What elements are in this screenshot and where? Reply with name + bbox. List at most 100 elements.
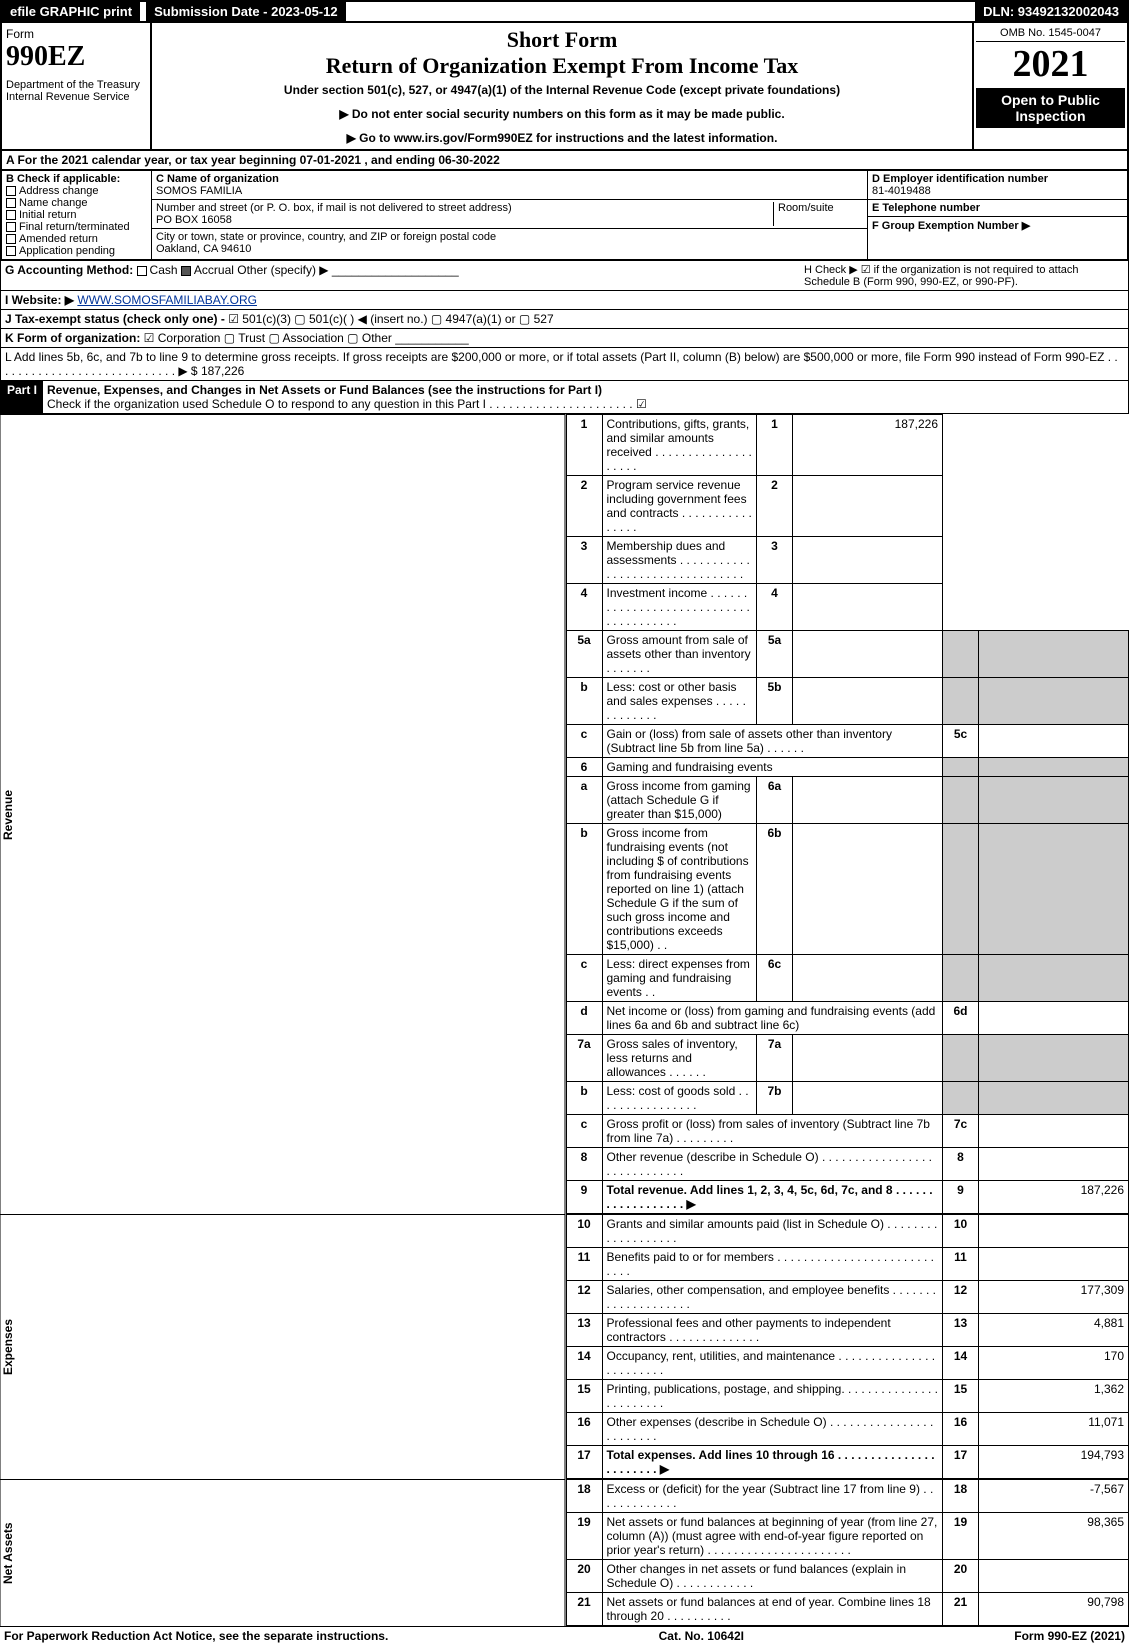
line-7a: 7aGross sales of inventory, less returns… [566, 1035, 1129, 1082]
line-14: 14Occupancy, rent, utilities, and mainte… [566, 1347, 1129, 1380]
title-return: Return of Organization Exempt From Incom… [156, 53, 968, 79]
line-21: 21Net assets or fund balances at end of … [566, 1593, 1129, 1626]
ein-label: D Employer identification number [872, 173, 1048, 185]
check-accrual[interactable] [181, 266, 191, 276]
check-name[interactable]: Name change [6, 197, 147, 209]
check-amended[interactable]: Amended return [6, 233, 147, 245]
org-addr: PO BOX 16058 [156, 214, 232, 226]
line-20: 20Other changes in net assets or fund ba… [566, 1560, 1129, 1593]
check-address[interactable]: Address change [6, 185, 147, 197]
netassets-table: 18Excess or (deficit) for the year (Subt… [566, 1479, 1129, 1626]
section-b-label: B Check if applicable: [6, 173, 147, 185]
header-center: Short Form Return of Organization Exempt… [152, 23, 972, 149]
section-h: H Check ▶ ☑ if the organization is not r… [804, 263, 1124, 288]
line-6: 6Gaming and fundraising events [566, 758, 1129, 777]
section-b: B Check if applicable: Address change Na… [2, 171, 152, 259]
line-12: 12Salaries, other compensation, and empl… [566, 1281, 1129, 1314]
section-c: C Name of organization SOMOS FAMILIA Num… [152, 171, 867, 259]
org-name: SOMOS FAMILIA [156, 185, 242, 197]
line-4: 4Investment income . . . . . . . . . . .… [566, 584, 1129, 631]
website-label: I Website: ▶ [5, 293, 74, 307]
part1-title: Revenue, Expenses, and Changes in Net As… [47, 383, 602, 397]
footer-center: Cat. No. 10642I [659, 1629, 744, 1643]
top-bar: efile GRAPHIC print Submission Date - 20… [0, 0, 1129, 23]
line-10: 10Grants and similar amounts paid (list … [566, 1215, 1129, 1248]
note-ssn: ▶ Do not enter social security numbers o… [156, 107, 968, 121]
inspection-label: Open to Public Inspection [976, 88, 1125, 128]
revenue-block: Revenue 1Contributions, gifts, grants, a… [0, 414, 1129, 1214]
section-e: E Telephone number [868, 200, 1127, 217]
line-17: 17Total expenses. Add lines 10 through 1… [566, 1446, 1129, 1479]
part1-desc: Revenue, Expenses, and Changes in Net As… [43, 381, 651, 413]
line-6c: cLess: direct expenses from gaming and f… [566, 955, 1129, 1002]
org-city: Oakland, CA 94610 [156, 243, 251, 255]
header-left: Form 990EZ Department of the Treasury In… [2, 23, 152, 149]
section-g: G Accounting Method: Cash Accrual Other … [5, 263, 459, 288]
section-a: A For the 2021 calendar year, or tax yea… [0, 151, 1129, 171]
line-5c: cGain or (loss) from sale of assets othe… [566, 725, 1129, 758]
section-i: I Website: ▶ WWW.SOMOSFAMILIABAY.ORG [0, 291, 1129, 310]
line-15: 15Printing, publications, postage, and s… [566, 1380, 1129, 1413]
accounting-label: G Accounting Method: [5, 263, 133, 277]
city-box: City or town, state or province, country… [152, 229, 867, 257]
website-link[interactable]: WWW.SOMOSFAMILIABAY.ORG [77, 293, 257, 307]
section-c-label: C Name of organization [156, 173, 279, 185]
section-bcdef: B Check if applicable: Address change Na… [0, 171, 1129, 261]
addr-label: Number and street (or P. O. box, if mail… [156, 202, 512, 214]
line-13: 13Professional fees and other payments t… [566, 1314, 1129, 1347]
form-label: Form [6, 27, 146, 41]
line-6b: bGross income from fundraising events (n… [566, 824, 1129, 955]
org-name-box: C Name of organization SOMOS FAMILIA [152, 171, 867, 200]
ein-value: 81-4019488 [872, 185, 931, 197]
line-1: 1Contributions, gifts, grants, and simil… [566, 415, 1129, 476]
omb-number: OMB No. 1545-0047 [976, 25, 1125, 42]
tax-year: 2021 [976, 42, 1125, 86]
dept-label: Department of the Treasury Internal Reve… [6, 79, 146, 103]
revenue-table: 1Contributions, gifts, grants, and simil… [566, 414, 1129, 1214]
section-d: D Employer identification number 81-4019… [868, 171, 1127, 200]
check-initial[interactable]: Initial return [6, 209, 147, 221]
expenses-side-label: Expenses [0, 1214, 566, 1479]
dln-label: DLN: 93492132002043 [975, 2, 1127, 21]
check-cash[interactable] [137, 266, 147, 276]
section-def: D Employer identification number 81-4019… [867, 171, 1127, 259]
line-18: 18Excess or (deficit) for the year (Subt… [566, 1480, 1129, 1513]
line-5a: 5aGross amount from sale of assets other… [566, 631, 1129, 678]
note-link: ▶ Go to www.irs.gov/Form990EZ for instru… [156, 131, 968, 145]
check-final[interactable]: Final return/terminated [6, 221, 147, 233]
page-footer: For Paperwork Reduction Act Notice, see … [0, 1626, 1129, 1645]
revenue-side-label: Revenue [0, 414, 566, 1214]
header-right: OMB No. 1545-0047 2021 Open to Public In… [972, 23, 1127, 149]
line-9: 9Total revenue. Add lines 1, 2, 3, 4, 5c… [566, 1181, 1129, 1214]
line-8: 8Other revenue (describe in Schedule O) … [566, 1148, 1129, 1181]
form-header: Form 990EZ Department of the Treasury In… [0, 23, 1129, 151]
part1-check: Check if the organization used Schedule … [47, 397, 647, 411]
line-5b: bLess: cost or other basis and sales exp… [566, 678, 1129, 725]
section-l: L Add lines 5b, 6c, and 7b to line 9 to … [0, 348, 1129, 381]
line-7c: cGross profit or (loss) from sales of in… [566, 1115, 1129, 1148]
city-label: City or town, state or province, country… [156, 231, 496, 243]
room-label: Room/suite [773, 202, 863, 226]
form-org-label: K Form of organization: [5, 331, 140, 345]
check-pending[interactable]: Application pending [6, 245, 147, 257]
phone-label: E Telephone number [872, 202, 980, 214]
netassets-block: Net Assets 18Excess or (deficit) for the… [0, 1479, 1129, 1626]
line-19: 19Net assets or fund balances at beginni… [566, 1513, 1129, 1560]
line-16: 16Other expenses (describe in Schedule O… [566, 1413, 1129, 1446]
expenses-table: 10Grants and similar amounts paid (list … [566, 1214, 1129, 1479]
submission-date: Submission Date - 2023-05-12 [144, 2, 346, 21]
title-short-form: Short Form [156, 27, 968, 53]
section-f: F Group Exemption Number ▶ [868, 217, 1127, 234]
form-org-options: ☑ Corporation ▢ Trust ▢ Association ▢ Ot… [144, 331, 392, 345]
netassets-side-label: Net Assets [0, 1479, 566, 1626]
subtitle: Under section 501(c), 527, or 4947(a)(1)… [156, 83, 968, 97]
tax-exempt-options: ☑ 501(c)(3) ▢ 501(c)( ) ◀ (insert no.) ▢… [228, 312, 553, 326]
footer-right: Form 990-EZ (2021) [1014, 1629, 1125, 1643]
line-2: 2Program service revenue including gover… [566, 476, 1129, 537]
section-gh: G Accounting Method: Cash Accrual Other … [0, 261, 1129, 291]
section-k: K Form of organization: ☑ Corporation ▢ … [0, 329, 1129, 348]
line-6d: dNet income or (loss) from gaming and fu… [566, 1002, 1129, 1035]
line-7b: bLess: cost of goods sold . . . . . . . … [566, 1082, 1129, 1115]
efile-label: efile GRAPHIC print [2, 2, 140, 21]
line-6a: aGross income from gaming (attach Schedu… [566, 777, 1129, 824]
